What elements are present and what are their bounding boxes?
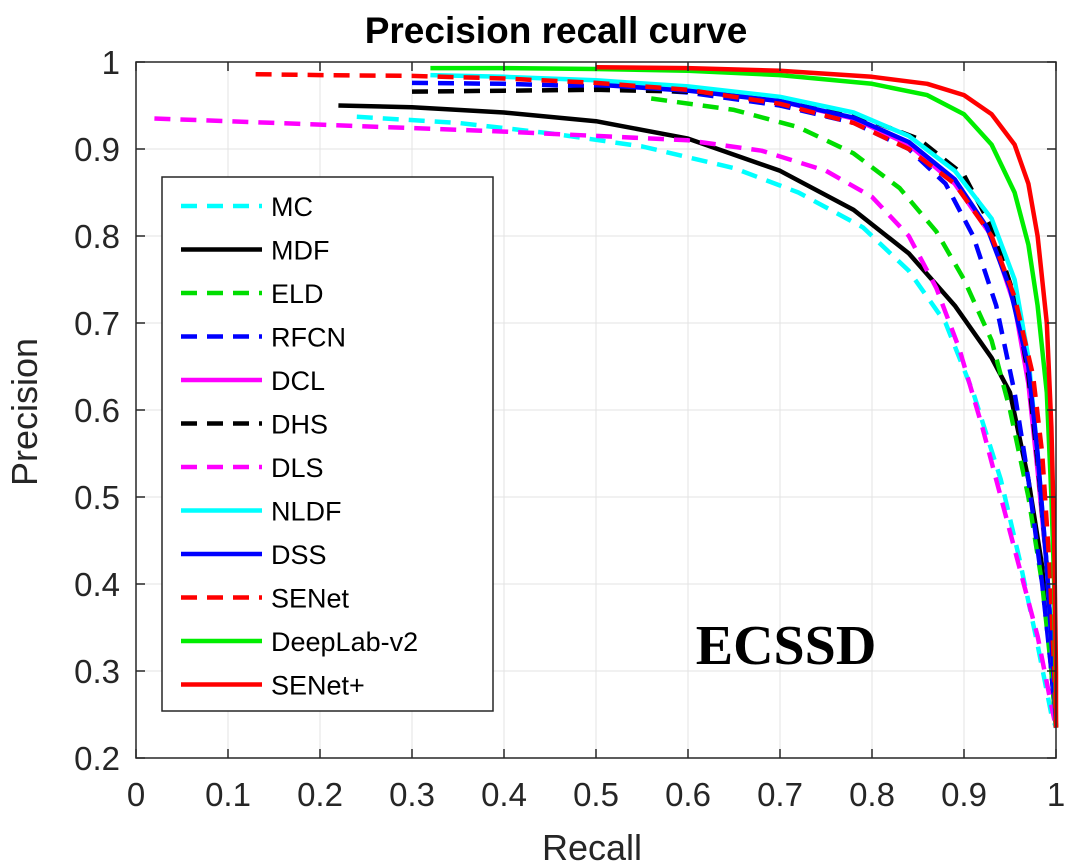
x-tick-label: 0.5 (573, 776, 619, 813)
x-tick-label: 1 (1047, 776, 1065, 813)
x-tick-label: 0.9 (941, 776, 987, 813)
y-tick-label: 0.5 (74, 479, 120, 516)
x-tick-label: 0.6 (665, 776, 711, 813)
legend-label: DLS (271, 453, 324, 483)
legend-box (161, 176, 494, 712)
y-tick-label: 0.9 (74, 131, 120, 168)
y-tick-label: 0.7 (74, 305, 120, 342)
y-axis-label: Precision (4, 338, 45, 486)
y-tick-label: 1 (102, 44, 120, 81)
legend-label: DSS (271, 540, 327, 570)
x-tick-label: 0.2 (297, 776, 343, 813)
legend-label: MDF (271, 236, 329, 266)
ticks: 0 0.1 0.2 0.3 0.4 0.5 0.6 0.7 0.8 0.9 1 0.2 0.3 0.4 0.… (74, 44, 1065, 813)
y-tick-label: 0.2 (74, 740, 120, 777)
series-line-senet (255, 71, 1059, 728)
y-tick-label: 0.8 (74, 218, 120, 255)
y-tick-label: 0.6 (74, 392, 120, 429)
chart-title: Precision recall curve (365, 10, 748, 51)
x-tick-label: 0.4 (481, 776, 527, 813)
legend-label: DeepLab-v2 (271, 627, 418, 657)
x-tick-label: 0.3 (389, 776, 435, 813)
legend-label: ELD (271, 279, 324, 309)
series-line-dss (595, 82, 1059, 728)
x-tick-label: 0.8 (849, 776, 895, 813)
legend-label: NLDF (271, 497, 342, 527)
legend-label: SENet (271, 584, 350, 614)
x-axis-label: Recall (542, 827, 642, 866)
y-tick-label: 0.3 (74, 653, 120, 690)
x-tick-label: 0.1 (205, 776, 251, 813)
legend-label: DHS (271, 410, 328, 440)
legend-label: MC (271, 192, 313, 222)
legend-label: SENet+ (271, 671, 365, 701)
dataset-annotation: ECSSD (696, 615, 877, 677)
curves (154, 64, 1059, 729)
series-line-mc (356, 114, 1059, 729)
legend: MC MDF ELD RFCN DCL DHS DLS NLDF DSS SENet DeepLab… (161, 176, 494, 712)
x-tick-label: 0 (127, 776, 145, 813)
legend-label: RFCN (271, 323, 346, 353)
legend-label: DCL (271, 366, 325, 396)
x-tick-label: 0.7 (757, 776, 803, 813)
y-tick-label: 0.4 (74, 566, 120, 603)
series-line-senet- (595, 64, 1059, 728)
series-line-dls (154, 116, 1059, 729)
